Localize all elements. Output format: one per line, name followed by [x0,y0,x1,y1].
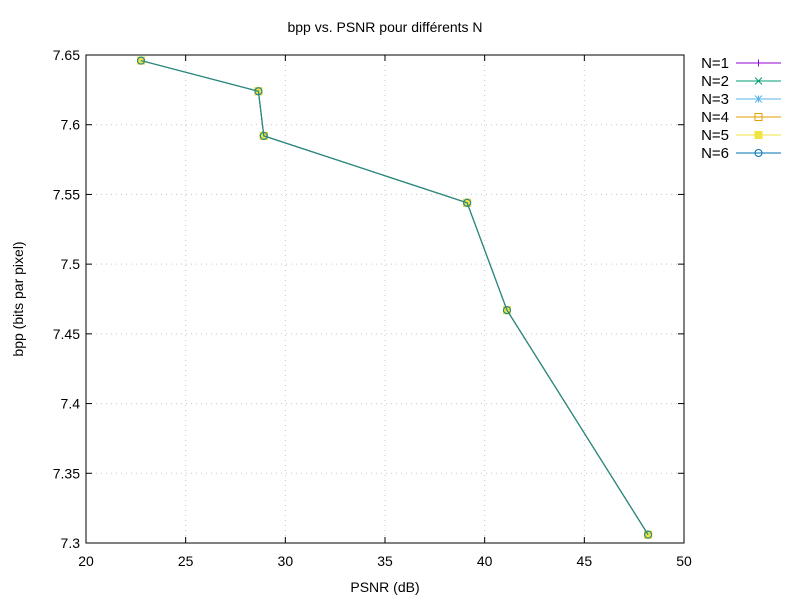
legend-marker [754,113,763,121]
x-axis-label: PSNR (dB) [350,579,419,595]
series-line-N=6 [140,60,649,535]
x-tick-label: 30 [278,553,294,569]
legend-marker [754,95,763,103]
y-tick-label: 7.45 [53,326,80,342]
legend-marker [754,149,763,157]
data-point [502,306,511,315]
legend-label: N=4 [701,109,729,126]
plot-frame [85,54,685,544]
series-line-N=2 [140,60,649,535]
data-point [254,87,263,96]
data-point [259,131,268,140]
x-tick-label: 20 [78,553,94,569]
chart-title: bpp vs. PSNR pour différents N [287,19,482,35]
legend-label: N=6 [701,145,729,162]
y-axis-label: bpp (bits par pixel) [10,241,26,356]
y-tick-label: 7.4 [61,396,81,412]
legend-label: N=2 [701,73,729,90]
y-tick-label: 7.6 [61,117,81,133]
x-tick-label: 35 [377,553,393,569]
x-tick-label: 40 [477,553,493,569]
legend-label: N=3 [701,91,729,108]
series-line-N=3 [140,60,649,535]
data-point [137,56,146,65]
series-line-N=5 [140,60,649,535]
y-tick-label: 7.35 [53,465,80,481]
overlay-series-line [140,59,649,535]
series-line-N=4 [140,60,649,535]
y-tick-label: 7.3 [61,535,81,551]
y-tick-label: 7.65 [53,47,80,63]
x-tick-label: 45 [577,553,593,569]
y-tick-label: 7.5 [61,256,81,272]
x-tick-label: 50 [676,553,692,569]
series-line-N=1 [140,60,649,535]
data-point [644,530,653,539]
x-tick-label: 25 [178,553,194,569]
legend-marker [754,77,763,85]
legend-label: N=1 [701,55,729,72]
data-point [463,198,472,207]
y-tick-label: 7.55 [53,186,80,202]
series-lines [137,56,653,539]
axis-ticks: 20 25 30 35 40 45 50 7.3 7.35 7.4 7.45 7.5 7.55 7.6 7.… [53,47,692,569]
legend: N=1N=2N=3N=4N=5N=6 [701,55,781,162]
legend-marker [755,59,762,67]
legend-marker [754,131,763,139]
legend-label: N=5 [701,127,729,144]
grid-lines [86,55,684,543]
